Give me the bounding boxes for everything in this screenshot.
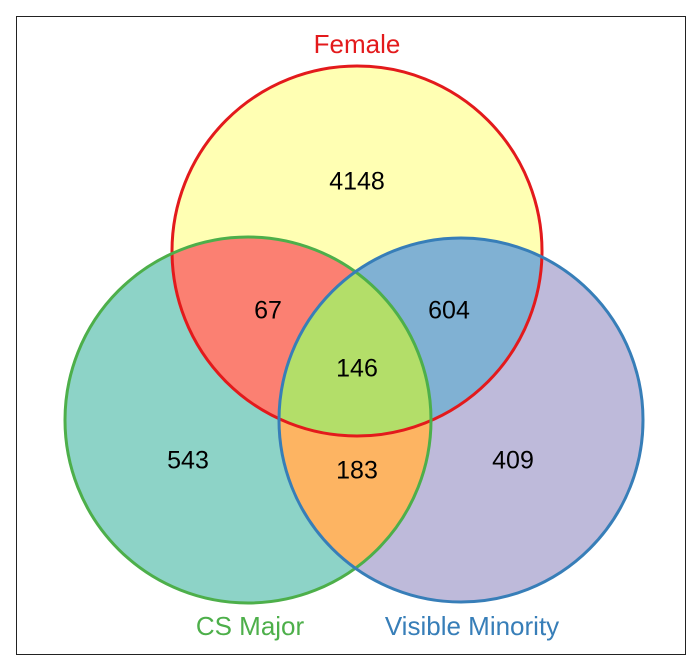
region-value: 4148 — [329, 168, 385, 196]
set-label: Visible Minority — [385, 611, 559, 641]
region-value: 604 — [428, 297, 470, 325]
set-outline — [63, 235, 433, 605]
region-value: 543 — [167, 447, 209, 475]
set-outline — [170, 64, 544, 438]
region-value: 183 — [336, 457, 378, 485]
region-value: 146 — [336, 355, 378, 383]
region-value: 409 — [492, 447, 534, 475]
region-group — [279, 238, 643, 602]
set-label: Female — [314, 29, 401, 59]
set-label: CS Major — [196, 611, 305, 641]
region-value: 67 — [254, 297, 282, 325]
set-outline — [277, 236, 645, 604]
venn-region — [279, 238, 643, 602]
